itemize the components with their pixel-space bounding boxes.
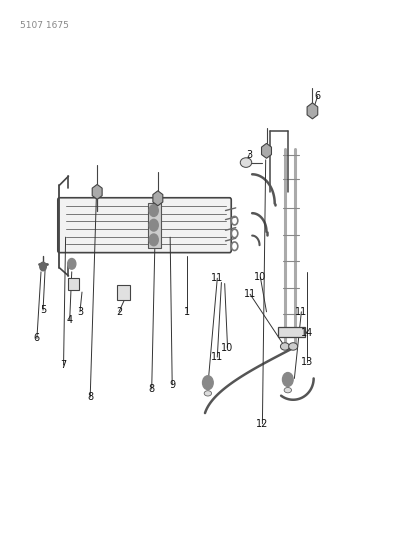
- Bar: [67, 278, 79, 290]
- Text: 13: 13: [300, 358, 312, 367]
- Ellipse shape: [288, 343, 297, 350]
- Ellipse shape: [280, 343, 289, 350]
- Text: 9: 9: [169, 380, 175, 390]
- Text: 11: 11: [211, 352, 223, 362]
- Ellipse shape: [204, 391, 211, 396]
- Circle shape: [202, 376, 213, 390]
- Text: 10: 10: [221, 343, 233, 352]
- Circle shape: [282, 373, 292, 386]
- Text: 14: 14: [300, 328, 312, 338]
- Circle shape: [149, 220, 158, 231]
- FancyBboxPatch shape: [58, 198, 231, 253]
- Text: 2: 2: [115, 307, 122, 317]
- Ellipse shape: [283, 387, 291, 393]
- Text: 11: 11: [211, 273, 223, 283]
- Circle shape: [149, 205, 158, 216]
- Circle shape: [40, 262, 46, 271]
- Text: 3: 3: [246, 150, 252, 159]
- Text: 10: 10: [254, 272, 266, 282]
- Text: 12: 12: [256, 419, 268, 429]
- Text: 11: 11: [294, 307, 307, 317]
- Text: 7: 7: [60, 360, 67, 370]
- Text: 4: 4: [67, 315, 72, 325]
- Text: 6: 6: [314, 91, 320, 101]
- Text: 5: 5: [40, 305, 46, 315]
- Bar: [277, 327, 304, 337]
- Ellipse shape: [240, 158, 251, 167]
- Circle shape: [149, 234, 158, 246]
- Text: 1: 1: [183, 307, 189, 317]
- Text: 11: 11: [243, 289, 256, 299]
- Circle shape: [67, 259, 76, 269]
- Text: 8: 8: [148, 384, 154, 394]
- Bar: [117, 285, 130, 300]
- Text: 3: 3: [77, 307, 83, 317]
- Text: 6: 6: [34, 334, 40, 343]
- Text: 8: 8: [87, 392, 93, 402]
- Text: 5107 1675: 5107 1675: [20, 21, 69, 30]
- Bar: [147, 203, 160, 248]
